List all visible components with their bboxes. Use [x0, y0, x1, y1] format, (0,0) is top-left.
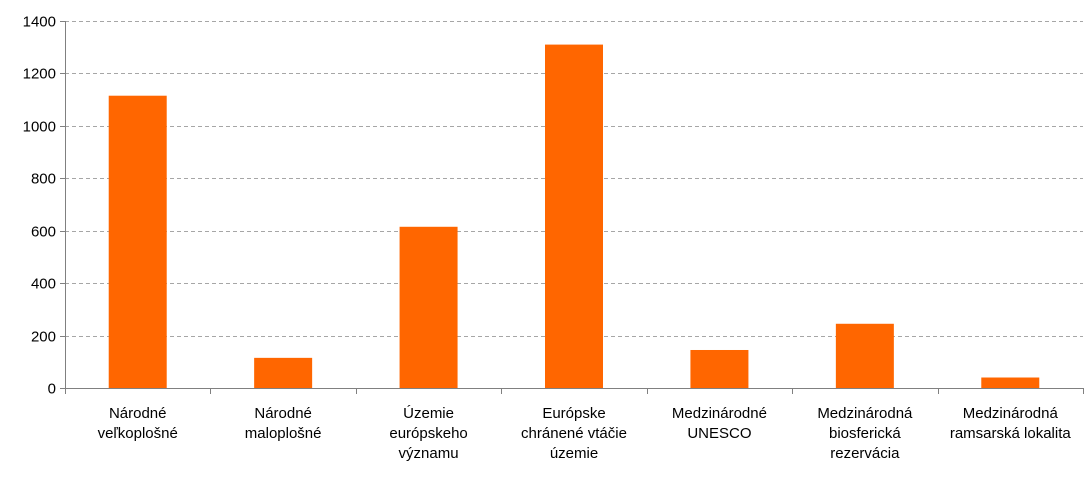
x-category-label-line: Európske: [542, 405, 605, 422]
y-tick-label: 600: [31, 224, 56, 241]
bar: [835, 323, 894, 388]
x-category-label-line: európskeho: [389, 425, 467, 442]
x-category-label-line: významu: [399, 445, 459, 462]
x-category-label-line: Medzinárodná: [817, 405, 913, 422]
x-category-label-line: veľkoplošné: [98, 425, 178, 442]
x-category-label-line: ramsarská lokalita: [950, 425, 1072, 442]
x-category-label-line: UNESCO: [687, 425, 751, 442]
x-category-label-line: Národné: [109, 405, 167, 422]
x-category-label: Národné veľkoplošné: [98, 405, 178, 442]
y-tick-label: 200: [31, 329, 56, 346]
gridlines: [65, 21, 1083, 337]
bar: [981, 377, 1040, 388]
x-category-label: Medzinárodné UNESCO: [672, 405, 767, 442]
x-category-label-line: Národné: [254, 405, 312, 422]
x-category-label: Európske chránené vtáčie územie: [521, 405, 627, 462]
bars: [108, 44, 1040, 388]
x-category-label-line: rezervácia: [830, 445, 900, 462]
x-category-label: Medzinárodná ramsarská lokalita: [950, 405, 1072, 442]
bar: [545, 44, 603, 388]
x-category-label-line: územie: [550, 445, 598, 462]
y-tick-label: 1000: [23, 119, 56, 136]
y-axis-ticks: 0 200 400 600 800 1000 1200 1400: [23, 14, 65, 398]
bar: [690, 349, 749, 388]
axes: [65, 21, 1084, 394]
y-tick-label: 800: [31, 171, 56, 188]
x-category-label-line: Územie: [403, 405, 454, 422]
y-tick-label: 1400: [23, 14, 56, 31]
x-category-label-line: biosferická: [829, 425, 901, 442]
x-category-label-line: maloplošné: [245, 425, 322, 442]
y-tick-label: 400: [31, 276, 56, 293]
bar: [108, 95, 167, 388]
y-tick-label: 0: [48, 381, 56, 398]
bar: [399, 226, 458, 388]
x-axis-labels: Národné veľkoplošné Národné maloplošné Územi…: [98, 405, 1072, 462]
x-category-label: Národné maloplošné: [245, 405, 322, 442]
x-category-label-line: Medzinárodná: [963, 405, 1059, 422]
x-category-label-line: chránené vtáčie: [521, 425, 627, 442]
bar: [254, 357, 313, 388]
x-category-label: Medzinárodná biosferická rezervácia: [817, 405, 913, 462]
y-tick-label: 1200: [23, 66, 56, 83]
x-category-label: Územie európskeho významu: [389, 405, 467, 462]
x-category-label-line: Medzinárodné: [672, 405, 767, 422]
